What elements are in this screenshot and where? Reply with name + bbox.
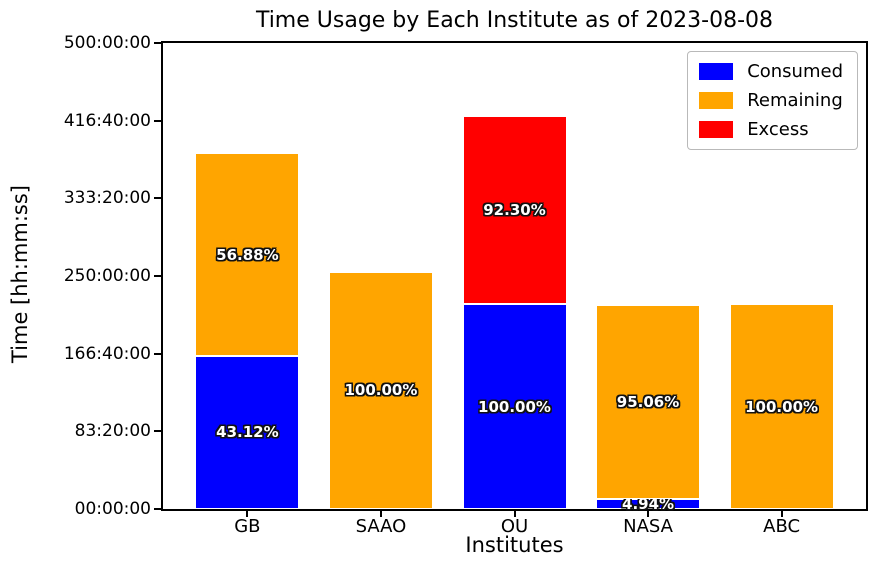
x-tick-mark — [780, 511, 783, 517]
legend-swatch-excess — [699, 121, 734, 138]
bar-percent-label: 4.94% — [622, 494, 675, 513]
y-tick-label: 416:40:00 — [63, 110, 151, 131]
y-tick-mark — [154, 508, 161, 510]
legend-label: Remaining — [747, 90, 843, 111]
y-tick-mark — [154, 352, 161, 355]
bar-percent-label: 100.00% — [478, 397, 551, 416]
y-tick-label: 166:40:00 — [63, 343, 151, 364]
y-tick-mark — [154, 275, 161, 277]
x-tick-mark — [246, 511, 249, 517]
legend-label: Consumed — [747, 61, 843, 82]
x-tick-label-abc: ABC — [763, 516, 801, 537]
y-tick-mark — [154, 119, 161, 122]
x-tick-label-nasa: NASA — [623, 516, 673, 537]
x-axis-label: Institutes — [465, 533, 564, 557]
bar-percent-label: 43.12% — [216, 423, 279, 442]
bar-segment-abc-remaining: 100.00% — [729, 304, 834, 509]
bar-percent-label: 100.00% — [745, 397, 819, 416]
bar-percent-label: 100.00% — [344, 381, 418, 400]
bar-segment-ou-excess: 92.30% — [462, 115, 567, 305]
y-axis-label: Time [hh:mm:ss] — [8, 184, 32, 364]
legend-item-remaining: Remaining — [699, 90, 843, 111]
bar-percent-label: 95.06% — [616, 392, 680, 411]
bar-segment-gb-consumed: 43.12% — [195, 355, 300, 509]
y-tick-label: 333:20:00 — [63, 188, 151, 209]
x-tick-label-gb: GB — [234, 516, 261, 537]
y-tick-label: 00:00:00 — [74, 499, 151, 519]
x-tick-mark — [379, 511, 382, 517]
legend-swatch-remaining — [699, 92, 734, 109]
bar-percent-label: 56.88% — [216, 245, 279, 264]
x-tick-label-ou: OU — [500, 516, 529, 537]
bar-segment-ou-consumed: 100.00% — [462, 304, 567, 509]
x-tick-mark — [513, 511, 516, 517]
y-tick-label: 500:00:00 — [63, 33, 151, 53]
y-tick-mark — [154, 197, 161, 200]
legend-label: Excess — [747, 119, 809, 140]
legend-item-excess: Excess — [699, 119, 843, 140]
legend-swatch-consumed — [699, 63, 734, 80]
legend-item-consumed: Consumed — [699, 61, 843, 82]
chart-title: Time Usage by Each Institute as of 2023-… — [255, 8, 774, 33]
y-tick-label: 250:00:00 — [63, 266, 151, 286]
y-tick-mark — [154, 42, 161, 44]
plot-area: Consumed Remaining Excess 00:00:00 83:20:00… — [64, 33, 868, 537]
x-tick-label-saao: SAAO — [355, 516, 407, 537]
bar-percent-label: 92.30% — [483, 201, 546, 220]
bar-segment-nasa-remaining: 95.06% — [596, 304, 701, 499]
legend: Consumed Remaining Excess — [687, 51, 858, 150]
bar-segment-nasa-consumed: 4.94% — [596, 495, 701, 513]
bar-segment-saao-remaining: 100.00% — [328, 271, 433, 509]
y-tick-mark — [154, 430, 161, 433]
bar-segment-gb-remaining: 56.88% — [195, 153, 300, 356]
x-tick-mark — [647, 511, 650, 517]
y-tick-label: 83:20:00 — [74, 421, 151, 442]
